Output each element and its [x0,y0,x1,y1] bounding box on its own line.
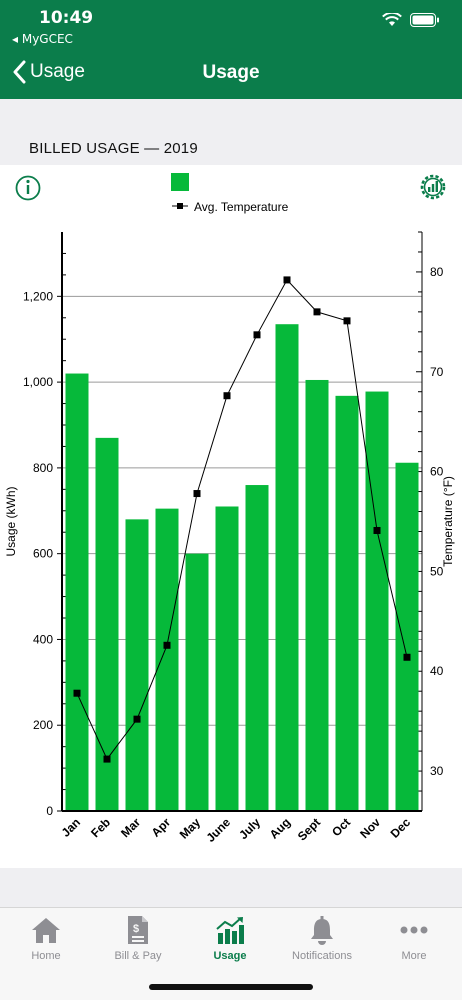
bill-icon: $ [128,916,148,944]
x-tick-label: Jan [59,815,84,840]
y2-tick-label: 40 [430,664,444,678]
usage-bar [125,519,149,811]
chart-legend: Avg. Temperature [171,173,289,214]
x-tick-label: Sept [295,815,323,843]
usage-bar [365,391,389,811]
tab-usage-label: Usage [213,950,247,962]
temperature-line [76,279,408,761]
y2-tick-label: 30 [430,764,444,778]
status-icons [382,13,440,27]
below-card-spacer [0,868,462,908]
usage-chart-card: Avg. Temperature 0 200 400 600 800 1,000 1,200… [0,165,462,868]
bell-icon [311,916,333,945]
temperature-point [313,308,321,316]
y-tick-label: 1,200 [23,289,53,303]
x-tick-label: Feb [88,815,113,840]
usage-chart-icon [216,917,244,944]
x-tick-label: Apr [149,815,174,840]
x-tick-label: Nov [357,815,383,841]
y-tick-label: 200 [33,718,53,732]
usage-chart: Avg. Temperature 0 200 400 600 800 1,000 1,200… [4,173,455,845]
home-icon [32,918,60,943]
y2-tick-label: 50 [430,564,444,578]
legend-bar-swatch [171,173,189,191]
temperature-point [73,689,81,697]
chart-settings-icon[interactable] [420,174,446,200]
temperature-point [283,276,291,284]
usage-bar [95,437,119,811]
tab-home[interactable]: Home [0,914,92,962]
x-tick-label: July [236,815,263,842]
temperature-point [403,653,411,661]
y-tick-label: 800 [33,461,53,475]
x-tick-label: June [203,815,233,845]
home-indicator [149,984,313,990]
x-tick-label: Dec [388,815,414,841]
tab-more-label: More [401,950,427,962]
temperature-point [133,715,141,723]
legend-line-label: Avg. Temperature [194,200,289,214]
usage-bar [155,508,179,811]
usage-bar [215,506,239,811]
status-time: 10:49 [39,8,94,28]
x-tick-label: Aug [267,815,293,841]
tab-more[interactable]: More [368,914,460,962]
usage-bar [305,379,329,811]
chevron-left-icon [13,60,26,84]
usage-bar [65,373,89,811]
y2-tick-label: 80 [430,265,444,279]
back-to-app-link[interactable]: ◂ MyGCEC [12,32,73,46]
plot-area: 0 200 400 600 800 1,000 1,200 30 40 50 60 70 80 Jan Fe… [4,231,455,845]
tab-notifications[interactable]: Notifications [276,914,368,962]
section-bar: BILLED USAGE — 2019 [0,99,462,165]
legend-line-marker [177,203,183,209]
usage-bar [275,324,299,811]
more-icon [400,926,428,934]
section-title: BILLED USAGE — 2019 [29,140,198,157]
y-tick-label: 400 [33,632,53,646]
temperature-point [103,755,111,763]
y2-axis-title: Temperature (°F) [441,476,455,567]
svg-text:$: $ [133,923,139,935]
temperature-point [373,526,381,534]
x-tick-label: Oct [329,815,353,839]
temperature-point [223,392,231,400]
info-icon[interactable] [15,175,41,201]
back-button[interactable]: Usage [12,60,85,84]
y-tick-label: 600 [33,547,53,561]
tab-home-label: Home [31,950,61,962]
tab-usage[interactable]: Usage [184,914,276,962]
temperature-point [343,317,351,325]
temperature-point [193,490,201,498]
y2-tick-label: 70 [430,365,444,379]
y-tick-label: 0 [46,804,53,818]
usage-bar [335,395,359,811]
temperature-point [253,331,261,339]
tab-bill-pay-label: Bill & Pay [114,950,162,962]
temperature-point [163,641,171,649]
usage-bar [185,553,209,811]
battery-icon [410,13,439,27]
tab-bill-pay[interactable]: $ Bill & Pay [92,914,184,962]
x-tick-label: May [177,815,204,842]
wifi-icon [382,13,402,26]
y-tick-label: 1,000 [23,375,53,389]
y-axis-title: Usage (kWh) [4,486,18,556]
usage-bar [245,485,269,811]
back-button-label: Usage [30,61,85,82]
tab-notifications-label: Notifications [292,950,352,962]
header: 10:49 ◂ MyGCEC Usage Usage [0,0,462,99]
tab-bar: Home $ Bill & Pay [0,907,462,1000]
x-tick-label: Mar [118,815,143,840]
y2-tick-label: 60 [430,465,444,479]
usage-bar [395,462,419,811]
